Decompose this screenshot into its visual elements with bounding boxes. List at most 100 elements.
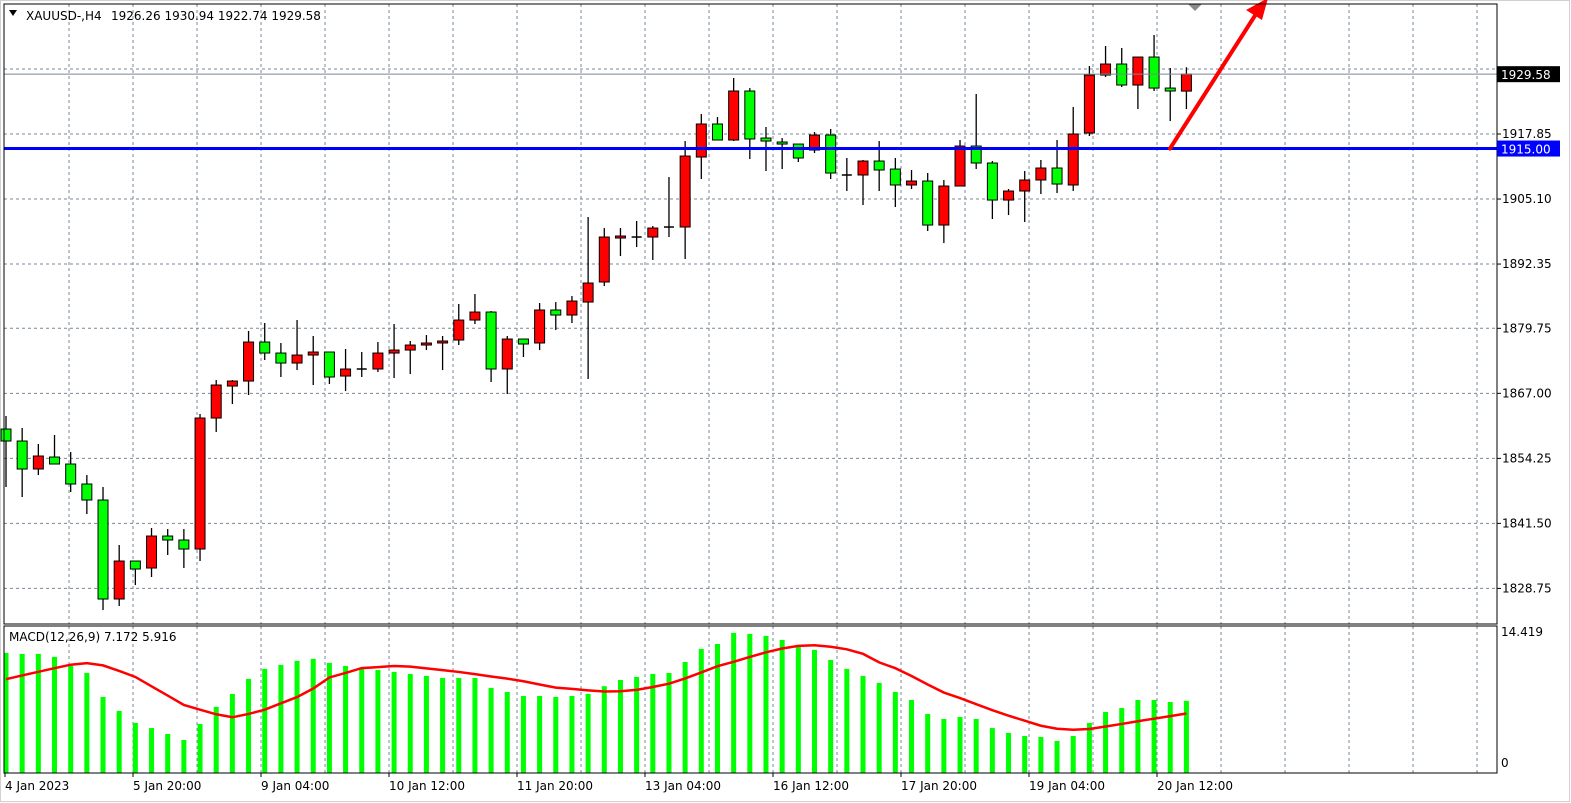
candle[interactable]: [453, 304, 465, 346]
macd-histogram-bar: [407, 673, 413, 773]
candle[interactable]: [323, 351, 335, 385]
macd-histogram-bar: [116, 710, 122, 773]
candle[interactable]: [404, 341, 416, 375]
macd-panel[interactable]: [3, 632, 1189, 773]
candle[interactable]: [1019, 171, 1031, 223]
candle[interactable]: [340, 349, 352, 392]
candle[interactable]: [906, 170, 918, 190]
macd-histogram-bar: [925, 713, 931, 773]
candle-body: [970, 145, 982, 164]
candle[interactable]: [922, 173, 934, 232]
candle[interactable]: [711, 117, 723, 141]
candle[interactable]: [129, 560, 141, 586]
candle[interactable]: [307, 336, 319, 386]
time-tick-label: 9 Jan 04:00: [261, 779, 329, 793]
candle[interactable]: [146, 528, 158, 578]
candle[interactable]: [32, 444, 44, 476]
candle[interactable]: [243, 331, 255, 396]
candle-body: [97, 499, 109, 600]
candle[interactable]: [49, 435, 61, 465]
candle[interactable]: [420, 335, 432, 351]
candle[interactable]: [728, 78, 740, 142]
trend-arrow-line[interactable]: [1168, 12, 1258, 151]
time-tick-label: 16 Jan 12:00: [773, 779, 849, 793]
candle[interactable]: [226, 380, 238, 405]
candle[interactable]: [695, 114, 707, 180]
candle[interactable]: [614, 228, 626, 257]
price-tick-label: 1841.50: [1502, 516, 1552, 530]
candle[interactable]: [356, 352, 367, 378]
macd-signal-line: [5, 644, 1187, 732]
macd-histogram-bar: [892, 691, 898, 773]
candle[interactable]: [534, 303, 546, 351]
macd-panel-frame: [3, 625, 1498, 774]
candle-body: [695, 123, 707, 158]
macd-histogram-bar: [278, 664, 284, 773]
candle-body: [146, 535, 158, 569]
macd-histogram-bar: [100, 696, 106, 773]
macd-histogram-bar: [731, 632, 737, 773]
macd-histogram-bar: [520, 695, 526, 773]
candle[interactable]: [113, 545, 125, 607]
candle[interactable]: [1003, 189, 1015, 216]
candle[interactable]: [663, 177, 674, 238]
macd-histogram-bar: [440, 677, 446, 773]
macd-histogram-bar: [197, 724, 203, 773]
candle[interactable]: [259, 323, 271, 361]
candle-body: [49, 456, 61, 465]
candle-body: [129, 560, 141, 570]
candle[interactable]: [1035, 160, 1047, 195]
candle[interactable]: [178, 529, 190, 569]
candle[interactable]: [485, 311, 497, 383]
candle-body: [1035, 167, 1047, 181]
candle-body: [938, 185, 950, 226]
candle[interactable]: [210, 380, 222, 433]
candle[interactable]: [0, 416, 12, 488]
candle-body: [275, 352, 287, 364]
candle[interactable]: [1132, 56, 1144, 110]
candle[interactable]: [825, 129, 837, 180]
candle-body: [906, 180, 918, 186]
price-panel[interactable]: [0, 35, 1192, 611]
candle[interactable]: [97, 487, 109, 611]
candle[interactable]: [388, 324, 400, 379]
candle[interactable]: [501, 336, 513, 395]
candle[interactable]: [679, 141, 691, 260]
candle[interactable]: [776, 138, 788, 170]
candle[interactable]: [889, 158, 901, 208]
candle[interactable]: [162, 529, 174, 556]
candle[interactable]: [986, 161, 998, 220]
candle[interactable]: [1083, 66, 1095, 137]
candle-body: [291, 354, 303, 364]
candle[interactable]: [517, 338, 529, 358]
candle[interactable]: [1148, 35, 1160, 92]
candle[interactable]: [469, 294, 481, 325]
chart-shift-marker-icon[interactable]: [1188, 4, 1202, 11]
candle[interactable]: [582, 217, 594, 380]
candle[interactable]: [550, 302, 562, 331]
candle[interactable]: [566, 296, 578, 324]
triangle-down-icon[interactable]: [9, 10, 17, 16]
candle[interactable]: [194, 414, 206, 562]
candle[interactable]: [841, 158, 852, 192]
candle[interactable]: [275, 342, 287, 378]
candle[interactable]: [81, 475, 93, 515]
candle[interactable]: [291, 320, 303, 371]
candle[interactable]: [16, 428, 28, 498]
candle[interactable]: [631, 221, 642, 248]
candle[interactable]: [65, 452, 77, 493]
candle[interactable]: [857, 160, 869, 206]
candle[interactable]: [598, 228, 610, 287]
candle-body: [0, 428, 12, 442]
candle[interactable]: [938, 180, 950, 244]
candle[interactable]: [372, 342, 384, 373]
candle[interactable]: [1100, 46, 1112, 78]
candle[interactable]: [647, 226, 659, 261]
candle[interactable]: [954, 140, 966, 187]
macd-histogram-bar: [828, 659, 834, 773]
candle[interactable]: [1164, 68, 1176, 122]
candle[interactable]: [970, 94, 982, 170]
candle[interactable]: [437, 336, 449, 371]
